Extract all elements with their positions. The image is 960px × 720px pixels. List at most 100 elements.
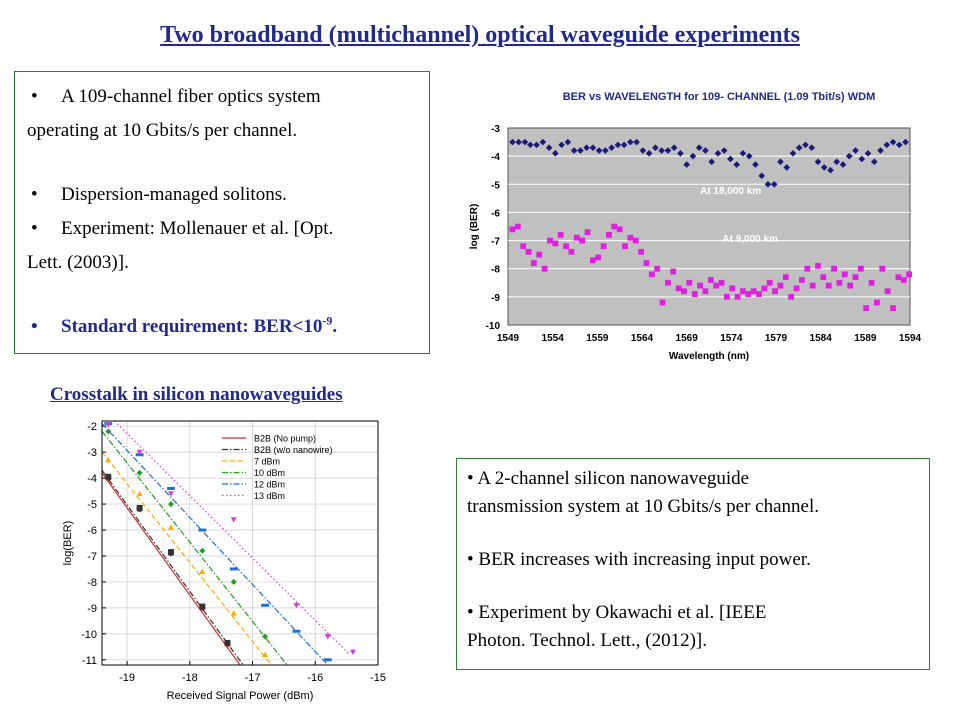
bullet-fiber-system: A 109-channel fiber optics system xyxy=(27,80,419,114)
y-tick-label: -9 xyxy=(491,293,500,304)
data-point xyxy=(658,147,665,154)
legend-label: 7 dBm xyxy=(254,457,280,467)
data-point xyxy=(557,232,564,238)
data-point xyxy=(509,226,516,233)
data-point xyxy=(820,274,827,281)
data-point xyxy=(531,260,537,266)
data-point xyxy=(782,274,789,281)
data-point xyxy=(527,141,534,149)
data-point xyxy=(789,150,797,157)
data-point xyxy=(583,144,590,151)
chart-background xyxy=(60,416,390,716)
data-point xyxy=(857,265,864,272)
x-tick-label: 1574 xyxy=(720,333,743,344)
x-tick-label: 1549 xyxy=(497,333,520,344)
crosstalk-subtitle: Crosstalk in silicon nanowaveguides xyxy=(50,384,343,405)
data-point xyxy=(611,223,618,230)
data-point xyxy=(906,271,913,278)
data-point xyxy=(573,234,580,241)
data-point xyxy=(752,161,759,168)
x-tick-label: -18 xyxy=(182,672,198,684)
data-point xyxy=(740,288,746,295)
data-point xyxy=(539,138,547,146)
silicon-experiment-box: • A 2-channel silicon nanowaveguide tran… xyxy=(456,458,930,670)
data-point xyxy=(136,504,143,511)
x-tick-label: 1589 xyxy=(854,333,877,344)
data-point xyxy=(262,633,269,640)
data-point xyxy=(105,422,112,428)
data-point xyxy=(570,147,578,154)
data-point xyxy=(230,578,237,585)
data-point xyxy=(520,243,527,250)
data-point xyxy=(564,138,572,146)
data-point xyxy=(602,147,609,154)
data-point xyxy=(643,260,650,266)
x-tick-label: 1559 xyxy=(586,333,609,344)
bullet-standard-requirement: Standard requirement: BER<10-9. xyxy=(27,310,419,344)
data-point xyxy=(770,180,778,188)
data-point xyxy=(633,138,640,146)
data-point xyxy=(895,274,902,281)
x-tick-label: -15 xyxy=(370,672,386,684)
data-point xyxy=(627,138,634,146)
data-point xyxy=(136,449,143,456)
data-point xyxy=(292,629,301,633)
annotation-9000km: At 9,000 km xyxy=(722,234,778,245)
data-point xyxy=(808,144,816,151)
data-point xyxy=(845,152,853,160)
data-point xyxy=(802,141,809,149)
data-point xyxy=(541,265,548,272)
data-point xyxy=(702,288,709,295)
data-point xyxy=(616,226,623,233)
data-point xyxy=(868,279,875,286)
data-point xyxy=(645,150,653,157)
data-point xyxy=(659,299,666,306)
data-point xyxy=(638,248,645,255)
data-point xyxy=(167,486,175,490)
data-point xyxy=(847,282,854,289)
data-point xyxy=(745,152,753,160)
data-point xyxy=(831,265,837,272)
data-point xyxy=(777,158,784,166)
data-point xyxy=(670,268,677,275)
data-point xyxy=(620,141,628,149)
series-line xyxy=(102,469,244,665)
data-point xyxy=(509,138,516,146)
data-point xyxy=(889,138,897,146)
data-point xyxy=(521,138,529,146)
data-point xyxy=(323,658,332,662)
data-point xyxy=(199,603,206,610)
y-tick-label: -8 xyxy=(491,265,500,276)
data-point xyxy=(761,285,768,292)
series-4 xyxy=(102,428,288,665)
data-point xyxy=(815,263,821,269)
bullet-experiment: Experiment: Mollenauer et al. [Opt. xyxy=(27,212,419,246)
data-point xyxy=(577,147,584,154)
data-point xyxy=(739,150,747,157)
data-point xyxy=(670,144,678,151)
data-point xyxy=(665,279,671,286)
data-point xyxy=(168,491,174,497)
page-title: Two broadband (multichannel) optical wav… xyxy=(160,22,800,48)
data-point xyxy=(841,271,848,278)
ber-vs-power-chart: -2 -3 -4 -5 -6 -7 -8 -9 -10 -11 -19 -18 -17 -16 -15 B2B… xyxy=(60,416,390,716)
data-point xyxy=(168,549,174,556)
series-6 xyxy=(105,421,356,656)
data-point xyxy=(874,299,880,306)
data-point xyxy=(708,158,715,166)
data-point xyxy=(890,305,896,312)
y-tick-label: -4 xyxy=(491,152,500,163)
data-point xyxy=(697,282,703,289)
data-point xyxy=(723,293,730,300)
data-point xyxy=(689,152,697,160)
data-point xyxy=(852,147,859,154)
y-axis-label: log (BER) xyxy=(469,204,480,250)
data-point xyxy=(199,568,206,574)
data-point xyxy=(827,166,834,174)
data-point xyxy=(852,274,859,281)
data-point xyxy=(718,279,725,286)
data-point xyxy=(262,651,269,658)
data-point xyxy=(600,243,607,250)
data-point xyxy=(229,567,238,571)
y-tick-label: -6 xyxy=(87,525,97,537)
